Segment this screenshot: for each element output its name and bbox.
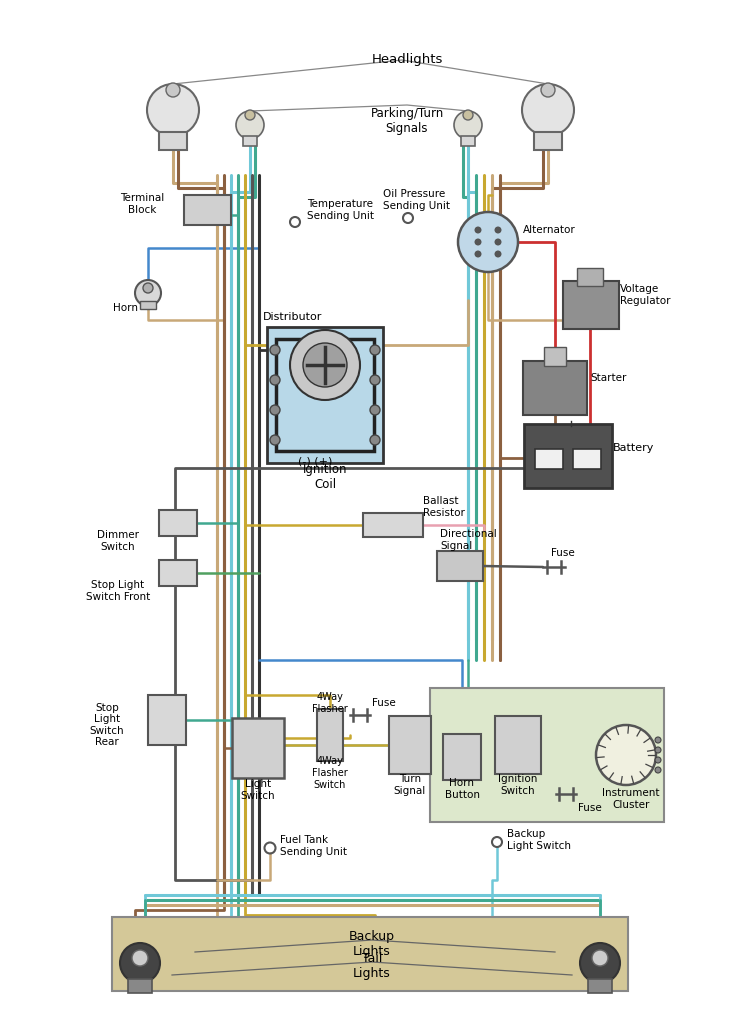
Circle shape — [270, 345, 280, 355]
Text: Starter: Starter — [590, 373, 626, 383]
Circle shape — [454, 112, 482, 139]
FancyBboxPatch shape — [159, 132, 187, 150]
FancyBboxPatch shape — [389, 716, 431, 774]
Circle shape — [236, 112, 264, 139]
Text: Temperature
Sending Unit: Temperature Sending Unit — [307, 199, 374, 221]
Circle shape — [541, 83, 555, 97]
Circle shape — [655, 767, 661, 773]
FancyBboxPatch shape — [267, 327, 383, 463]
Text: Horn: Horn — [114, 303, 138, 313]
FancyBboxPatch shape — [495, 716, 541, 774]
FancyBboxPatch shape — [577, 268, 603, 286]
Text: Tail
Lights: Tail Lights — [353, 952, 391, 980]
Circle shape — [655, 747, 661, 753]
Circle shape — [270, 435, 280, 445]
Circle shape — [290, 330, 360, 400]
Text: Oil Pressure
Sending Unit: Oil Pressure Sending Unit — [383, 189, 450, 211]
FancyBboxPatch shape — [563, 281, 619, 329]
Circle shape — [580, 943, 620, 983]
Circle shape — [166, 83, 180, 97]
FancyBboxPatch shape — [184, 195, 231, 225]
Text: Fuse: Fuse — [578, 803, 602, 813]
FancyBboxPatch shape — [243, 136, 257, 146]
FancyBboxPatch shape — [437, 551, 483, 581]
FancyBboxPatch shape — [159, 510, 197, 536]
FancyBboxPatch shape — [534, 132, 562, 150]
Circle shape — [655, 757, 661, 763]
Circle shape — [270, 405, 280, 415]
FancyBboxPatch shape — [112, 917, 628, 991]
FancyBboxPatch shape — [232, 718, 284, 779]
Circle shape — [147, 84, 199, 136]
Text: Directional
Signal: Directional Signal — [440, 529, 497, 550]
Circle shape — [458, 212, 518, 272]
FancyBboxPatch shape — [523, 361, 587, 415]
Circle shape — [495, 251, 501, 258]
Circle shape — [270, 375, 280, 385]
Text: Headlights: Headlights — [371, 53, 443, 66]
Text: Fuse: Fuse — [551, 548, 575, 558]
Text: Backup
Light Switch: Backup Light Switch — [507, 830, 571, 851]
Text: Fuse: Fuse — [372, 698, 396, 708]
Text: 4Way
Flasher: 4Way Flasher — [312, 693, 348, 714]
Text: 4Way
Flasher
Switch: 4Way Flasher Switch — [312, 756, 348, 790]
FancyBboxPatch shape — [140, 301, 156, 309]
Circle shape — [596, 725, 656, 785]
Text: (-) (+): (-) (+) — [298, 456, 332, 466]
FancyBboxPatch shape — [524, 424, 612, 488]
Circle shape — [370, 405, 380, 415]
Text: Stop Light
Switch Front: Stop Light Switch Front — [86, 580, 150, 602]
Text: Light
Switch: Light Switch — [241, 780, 275, 801]
FancyBboxPatch shape — [573, 449, 601, 469]
Circle shape — [303, 343, 347, 387]
Circle shape — [592, 950, 608, 966]
Text: Turn
Signal: Turn Signal — [394, 774, 426, 796]
FancyBboxPatch shape — [159, 560, 197, 586]
Text: Stop
Light
Switch
Rear: Stop Light Switch Rear — [90, 703, 124, 748]
Circle shape — [245, 110, 255, 120]
Text: Ballast
Resistor: Ballast Resistor — [423, 496, 465, 518]
FancyBboxPatch shape — [588, 979, 612, 993]
Text: Parking/Turn
Signals: Parking/Turn Signals — [371, 107, 443, 135]
FancyBboxPatch shape — [535, 449, 563, 469]
FancyBboxPatch shape — [544, 347, 566, 366]
Text: Fuel Tank
Sending Unit: Fuel Tank Sending Unit — [280, 835, 347, 857]
Circle shape — [475, 238, 481, 246]
FancyBboxPatch shape — [443, 733, 481, 780]
Text: Dimmer
Switch: Dimmer Switch — [97, 530, 139, 551]
Circle shape — [135, 280, 161, 306]
Circle shape — [143, 283, 153, 293]
FancyBboxPatch shape — [276, 339, 374, 451]
Circle shape — [463, 110, 473, 120]
Circle shape — [132, 950, 148, 966]
Circle shape — [370, 345, 380, 355]
Circle shape — [475, 226, 481, 233]
Text: Alternator: Alternator — [523, 225, 576, 235]
Circle shape — [475, 251, 481, 258]
Circle shape — [370, 375, 380, 385]
FancyBboxPatch shape — [128, 979, 152, 993]
Text: Horn
Button: Horn Button — [444, 779, 479, 800]
Circle shape — [495, 238, 501, 246]
Text: Backup
Lights: Backup Lights — [349, 930, 395, 958]
FancyBboxPatch shape — [430, 688, 664, 822]
Circle shape — [370, 435, 380, 445]
Circle shape — [655, 737, 661, 743]
Text: Distributor: Distributor — [263, 312, 322, 322]
Text: Voltage
Regulator: Voltage Regulator — [620, 284, 670, 306]
Text: Battery: Battery — [613, 443, 655, 453]
Circle shape — [495, 226, 501, 233]
Text: Terminal
Block: Terminal Block — [120, 193, 164, 215]
FancyBboxPatch shape — [363, 513, 423, 537]
Text: Ignition
Coil: Ignition Coil — [303, 463, 347, 491]
FancyBboxPatch shape — [317, 709, 343, 761]
Text: Instrument
Cluster: Instrument Cluster — [602, 788, 660, 810]
FancyBboxPatch shape — [148, 695, 186, 745]
Circle shape — [522, 84, 574, 136]
FancyBboxPatch shape — [461, 136, 475, 146]
Circle shape — [120, 943, 160, 983]
Text: Ignition
Switch: Ignition Switch — [498, 774, 538, 796]
